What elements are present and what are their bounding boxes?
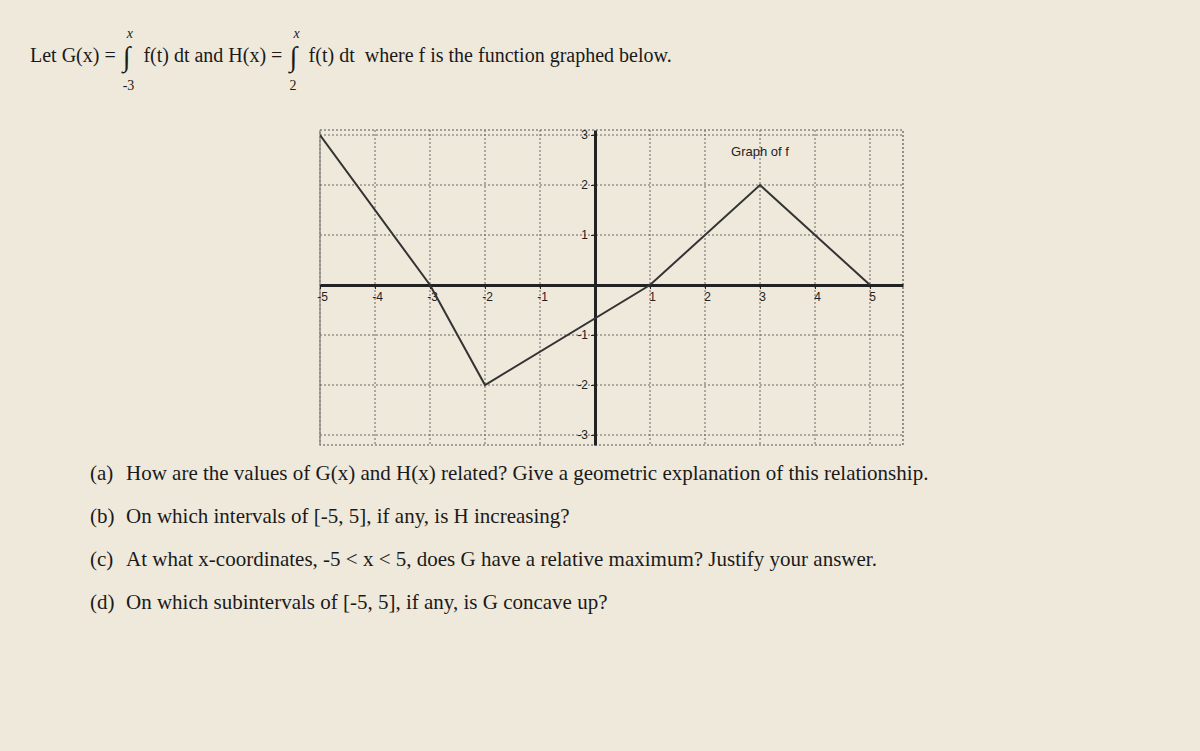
y-tick-mark — [591, 235, 595, 236]
grid-line-y — [320, 435, 903, 436]
y-tick-label: 3 — [581, 128, 588, 142]
question-text: On which intervals of [-5, 5], if any, i… — [126, 504, 570, 528]
chart: -5 -4 -3 -2 -1 1 2 3 4 5 -3 -2 -1 1 2 3 Graph of f — [317, 128, 903, 445]
y-tick-label: 2 — [581, 178, 588, 192]
y-tick-label: 1 — [581, 228, 588, 242]
x-axis-line — [321, 284, 904, 287]
question-label: (d) — [90, 590, 115, 614]
x-tick: -1 — [537, 285, 548, 304]
grid-line-x — [485, 130, 486, 445]
x-tick-label: 1 — [649, 290, 656, 304]
y-tick-label: -1 — [577, 328, 588, 342]
intro-text: f(t) dt and H(x) = — [138, 44, 287, 67]
grid-line-x — [375, 130, 376, 445]
paper — [0, 0, 1200, 751]
grid-line-y — [320, 385, 903, 386]
plot-area — [320, 135, 870, 385]
x-tick-label: 2 — [704, 290, 711, 304]
grid-line-x — [540, 130, 541, 445]
integral-upper-limit: x — [292, 26, 300, 41]
x-tick: -2 — [482, 285, 493, 304]
x-tick-mark — [815, 285, 816, 289]
y-tick-mark — [591, 335, 595, 336]
grid-line-y — [320, 135, 903, 136]
x-tick-label: 4 — [814, 290, 821, 304]
y-axis-line — [594, 131, 597, 446]
x-tick-label: 3 — [759, 290, 766, 304]
x-tick-label: -5 — [317, 290, 328, 304]
grid — [320, 130, 903, 445]
question-text: On which subintervals of [-5, 5], if any… — [126, 590, 608, 614]
question-text: At what x-coordinates, -5 < x < 5, does … — [126, 547, 877, 571]
grid-line-x — [320, 130, 321, 445]
y-tick: 3 — [581, 128, 595, 142]
page: Let G(x) = ∫x-3 f(t) dt and H(x) = ∫x2 f… — [0, 0, 1200, 751]
y-tick: -1 — [577, 328, 595, 342]
intro-text: f(t) dt where f is the function graphed … — [304, 44, 672, 67]
x-tick-mark — [705, 285, 706, 289]
integral-lower-limit: -3 — [123, 78, 135, 93]
grid-line-x — [815, 130, 816, 445]
x-tick-mark — [320, 285, 321, 289]
x-tick-mark — [375, 285, 376, 289]
question-label: (b) — [90, 504, 115, 528]
question-label: (a) — [90, 461, 113, 485]
chart-title: Graph of f — [731, 144, 789, 159]
grid-line-x — [705, 130, 706, 445]
f-line — [320, 135, 870, 385]
y-tick-label: -3 — [577, 428, 588, 442]
y-tick: -3 — [577, 428, 595, 442]
x-tick-label: -1 — [537, 290, 548, 304]
y-tick: 2 — [581, 178, 595, 192]
questions: (a) How are the values of G(x) and H(x) r… — [90, 461, 928, 614]
x-tick-mark — [485, 285, 486, 289]
x-tick: -4 — [372, 285, 383, 304]
x-tick: 5 — [869, 285, 876, 304]
x-tick: -5 — [317, 285, 328, 304]
integral-sign: ∫ — [287, 41, 299, 74]
y-axis: -3 -2 -1 1 2 3 — [577, 128, 595, 445]
x-tick-label: 5 — [869, 290, 876, 304]
y-tick-label: -2 — [577, 378, 588, 392]
grid-line-x — [650, 130, 651, 445]
grid-line-x — [870, 130, 871, 445]
x-tick: 1 — [649, 285, 656, 304]
integral-upper-limit: x — [126, 26, 134, 41]
question-label: (c) — [90, 547, 113, 571]
x-tick: 2 — [704, 285, 711, 304]
integral-sign: ∫ — [121, 41, 133, 74]
x-tick-mark — [870, 285, 871, 289]
intro-text: Let G(x) = — [30, 44, 121, 67]
x-tick-mark — [760, 285, 761, 289]
x-tick: 4 — [814, 285, 821, 304]
x-axis: -5-4-3-2-112345 — [317, 285, 903, 304]
y-tick: 1 — [581, 228, 595, 242]
integral-lower-limit: 2 — [289, 78, 296, 93]
x-tick: 3 — [759, 285, 766, 304]
x-tick-label: -2 — [482, 290, 493, 304]
y-tick-mark — [591, 135, 595, 136]
intro: Let G(x) = ∫x-3 f(t) dt and H(x) = ∫x2 f… — [30, 26, 672, 93]
y-tick-mark — [591, 385, 595, 386]
x-tick-label: -4 — [372, 290, 383, 304]
y-tick-mark — [591, 185, 595, 186]
grid-line-y — [320, 185, 903, 186]
grid-line-x — [760, 130, 761, 445]
question-text: How are the values of G(x) and H(x) rela… — [126, 461, 928, 485]
y-tick: -2 — [577, 378, 595, 392]
plot-frame — [320, 130, 903, 445]
x-tick-mark — [540, 285, 541, 289]
grid-line-y — [320, 335, 903, 336]
y-tick-mark — [591, 435, 595, 436]
